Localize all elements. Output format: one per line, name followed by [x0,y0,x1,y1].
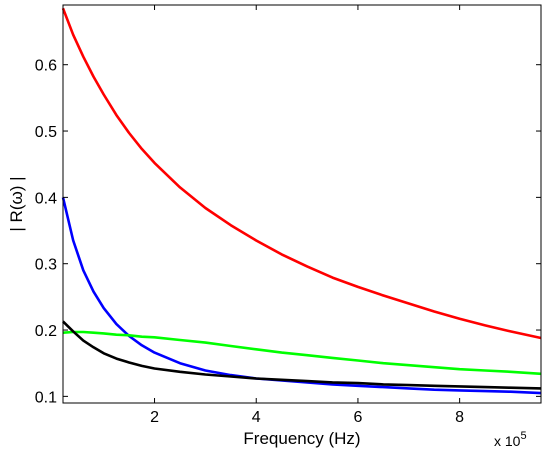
x-tick-label-4: 4 [252,409,261,426]
y-tick-label-0.3: 0.3 [35,257,57,274]
plot-frame [62,4,542,404]
x-tick-label-2: 2 [150,409,159,426]
y-tick-label-0.5: 0.5 [35,124,57,141]
y-tick-label-0.6: 0.6 [35,58,57,75]
x-exponent-label: x 105 [494,430,527,449]
y-tick-label-0.1: 0.1 [35,389,57,406]
x-exponent-base: x 10 [494,433,521,449]
series-layer [61,7,542,395]
y-axis-label: | R(ω) | [7,176,26,231]
series-line-1 [61,7,542,340]
x-tick-label-6: 6 [353,409,362,426]
plot-area [63,5,541,403]
y-tick-label-0.4: 0.4 [35,190,57,207]
y-tick-label-0.2: 0.2 [35,323,57,340]
x-tick-label-8: 8 [455,409,464,426]
series-line-4 [62,320,542,390]
tick-layer: 2 4 6 8 0.1 0.2 0.3 0.4 0.5 0.6 [35,5,541,426]
x-exponent-power: 5 [520,430,526,442]
series-line-3 [62,330,542,376]
x-axis-label: Frequency (Hz) [243,429,360,448]
